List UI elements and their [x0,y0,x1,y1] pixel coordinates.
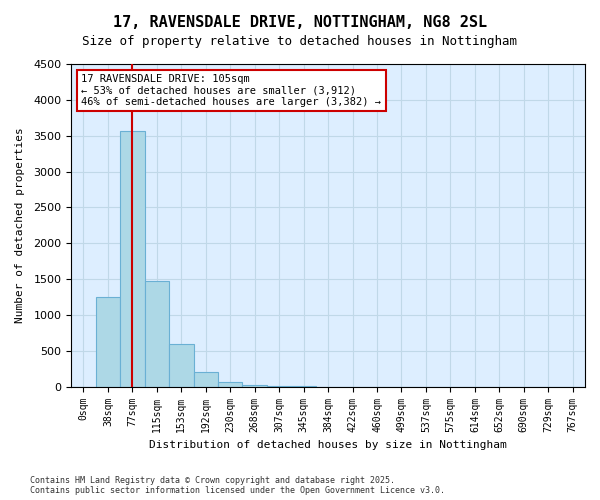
Text: 17, RAVENSDALE DRIVE, NOTTINGHAM, NG8 2SL: 17, RAVENSDALE DRIVE, NOTTINGHAM, NG8 2S… [113,15,487,30]
Bar [194,372,218,386]
Bar [218,382,242,386]
Text: Size of property relative to detached houses in Nottingham: Size of property relative to detached ho… [83,35,517,48]
X-axis label: Distribution of detached houses by size in Nottingham: Distribution of detached houses by size … [149,440,507,450]
Text: Contains HM Land Registry data © Crown copyright and database right 2025.
Contai: Contains HM Land Registry data © Crown c… [30,476,445,495]
Bar [95,297,120,386]
Bar [169,344,194,387]
Bar [145,280,169,386]
Y-axis label: Number of detached properties: Number of detached properties [15,128,25,323]
Bar [120,132,145,386]
Text: 17 RAVENSDALE DRIVE: 105sqm
← 53% of detached houses are smaller (3,912)
46% of : 17 RAVENSDALE DRIVE: 105sqm ← 53% of det… [82,74,382,107]
